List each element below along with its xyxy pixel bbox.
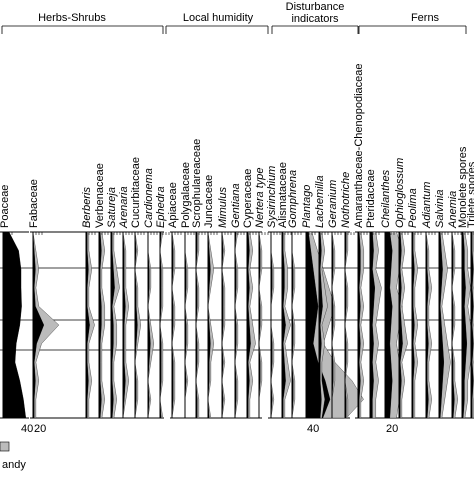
taxon-label-23: Nothotriche: [340, 172, 352, 228]
taxon-label-26: Cheilanthes: [380, 169, 392, 228]
taxon-curve-13: [221, 231, 224, 419]
taxon-curve-11: [195, 231, 198, 419]
taxon-curves: [2, 231, 474, 419]
taxon-label-27: Ophioglossum: [394, 158, 406, 228]
taxon-curve-28: [411, 231, 415, 419]
taxon-label-6: Cucurbitaceae: [130, 157, 142, 228]
taxon-exaggeration-7: [147, 232, 154, 419]
taxon-label-11: Scrophulareaceae: [191, 139, 203, 228]
taxon-curve-2: [85, 231, 90, 419]
taxon-curve-18: [281, 231, 286, 419]
taxon-label-28: Peolima: [407, 188, 419, 228]
scale-label-20: 40: [307, 423, 319, 435]
taxon-curve-21: [318, 231, 323, 419]
taxon-label-17: Sysirinchium: [266, 166, 278, 228]
group-label-2-a: Disturbance: [286, 1, 345, 13]
taxon-curve-9: [171, 231, 174, 419]
taxon-curve-33: [470, 231, 474, 419]
taxon-label-2: Berberis: [81, 187, 93, 228]
taxon-label-1: Fabaceae: [28, 179, 40, 228]
taxon-label-9: Apiaceae: [167, 182, 179, 228]
scale-label-26: 20: [386, 423, 398, 435]
taxon-label-22: Geranium: [327, 180, 339, 228]
group-label-0: Herbs-Shrubs: [38, 12, 106, 24]
taxon-label-13: Mimulus: [217, 187, 229, 228]
taxon-label-10: Polygalaceae: [180, 162, 192, 228]
taxon-curve-0: [2, 231, 27, 419]
taxon-curve-1: [32, 231, 45, 419]
taxon-curve-29: [425, 231, 429, 419]
scale-label-1: 20: [34, 423, 46, 435]
taxon-label-5: Arenaria: [118, 186, 130, 229]
taxon-exaggeration-15: [246, 231, 256, 419]
taxon-curve-12: [207, 231, 211, 419]
taxon-curve-17: [270, 232, 273, 419]
taxon-curve-22: [331, 231, 334, 418]
scale-label-0: 40: [21, 423, 33, 435]
taxon-exaggeration-3: [98, 231, 105, 419]
taxon-label-33: Trilete spores: [466, 161, 474, 228]
taxon-curve-19: [291, 232, 294, 419]
taxon-curve-32: [461, 231, 468, 419]
taxon-curve-10: [184, 232, 187, 418]
taxon-curve-31: [451, 231, 455, 419]
legend-swatch-0: [0, 441, 10, 452]
taxon-curve-27: [398, 231, 403, 419]
taxon-curve-16: [258, 231, 261, 418]
taxon-labels: Poaceae Fabaceae Berberis Verbenaceae Sature…: [0, 63, 474, 229]
taxon-label-29: Adiantum: [421, 182, 433, 229]
taxon-curve-5: [122, 231, 126, 419]
taxon-label-14: Gentiana: [230, 183, 242, 228]
taxon-label-18: Alismataceae: [277, 162, 289, 228]
taxon-curve-30: [438, 231, 445, 419]
taxon-label-20: Plantago: [301, 185, 313, 228]
taxon-label-21: Lachemilla: [314, 175, 326, 228]
group-brackets: Herbs-Shrubs Local humidity Disturbanceind…: [1, 1, 467, 34]
taxon-curve-8: [159, 231, 162, 419]
taxon-curve-23: [344, 231, 347, 419]
taxon-label-3: Verbenaceae: [94, 163, 106, 228]
group-label-2-b: indicators: [291, 13, 339, 25]
taxon-exaggeration-1: [32, 231, 60, 419]
taxon-label-25: Pteridaceae: [365, 169, 377, 228]
taxon-label-0: Poaceae: [0, 185, 11, 228]
taxon-label-30: Salvinia: [434, 189, 446, 228]
taxon-exaggeration-27: [398, 231, 408, 419]
taxon-curve-25: [369, 231, 376, 419]
legend-label-0: andy: [2, 459, 26, 471]
taxon-label-32: Monolete spores: [457, 146, 469, 228]
taxon-label-16: Nertera type: [254, 167, 266, 228]
taxon-label-8: Ephedra: [155, 186, 167, 228]
taxon-label-7: Cardionema: [143, 168, 155, 228]
taxon-curve-7: [147, 232, 151, 419]
taxon-label-15: Cyperaceae: [242, 169, 254, 228]
group-label-3: Ferns: [411, 12, 440, 24]
taxon-label-12: Juncaceae: [203, 175, 215, 228]
taxon-curve-20: [305, 231, 331, 419]
group-label-1: Local humidity: [183, 12, 254, 24]
taxon-curve-24: [357, 231, 361, 419]
taxon-curve-4: [110, 231, 115, 419]
taxon-label-31: Anemia: [447, 191, 459, 229]
taxon-curve-15: [246, 231, 251, 419]
taxon-curve-3: [98, 231, 102, 419]
taxon-exaggeration-21: [318, 231, 328, 419]
taxon-label-4: Satureja: [106, 187, 118, 228]
scale-labels: 40 20 40 20: [21, 423, 398, 435]
taxon-exaggeration-6: [134, 231, 141, 419]
taxon-label-24: Amaranthaceae-Chenopodiaceae: [353, 63, 365, 228]
taxon-curve-26: [384, 231, 393, 419]
legend: andy: [0, 441, 26, 471]
taxon-curve-14: [234, 231, 237, 419]
taxon-curve-6: [134, 231, 138, 419]
taxon-label-19: Gomphrena: [287, 170, 299, 228]
taxon-exaggeration-2: [85, 231, 95, 419]
